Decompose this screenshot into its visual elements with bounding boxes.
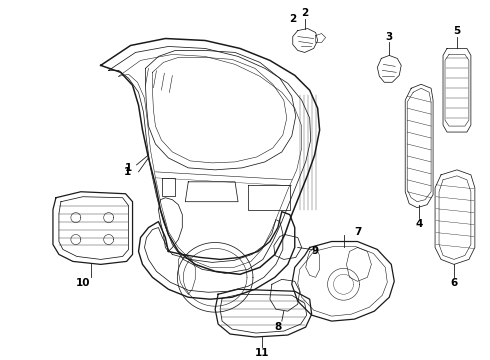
Text: 1: 1 xyxy=(123,167,130,177)
Polygon shape xyxy=(435,170,475,264)
Text: 10: 10 xyxy=(75,278,90,288)
Text: 8: 8 xyxy=(274,322,281,332)
Polygon shape xyxy=(101,39,319,274)
Text: 5: 5 xyxy=(453,26,461,36)
Polygon shape xyxy=(53,192,133,264)
Polygon shape xyxy=(405,84,433,208)
Text: 4: 4 xyxy=(416,219,423,229)
Text: 7: 7 xyxy=(354,226,361,237)
Polygon shape xyxy=(215,289,312,337)
Polygon shape xyxy=(443,49,471,132)
Text: 1: 1 xyxy=(125,163,132,173)
Text: 3: 3 xyxy=(386,32,393,41)
Text: 2: 2 xyxy=(301,8,308,18)
Text: 11: 11 xyxy=(255,348,269,358)
Polygon shape xyxy=(139,212,295,299)
Polygon shape xyxy=(292,242,394,321)
Text: 9: 9 xyxy=(311,247,318,256)
Text: 6: 6 xyxy=(450,278,458,288)
Text: 2: 2 xyxy=(290,14,297,24)
